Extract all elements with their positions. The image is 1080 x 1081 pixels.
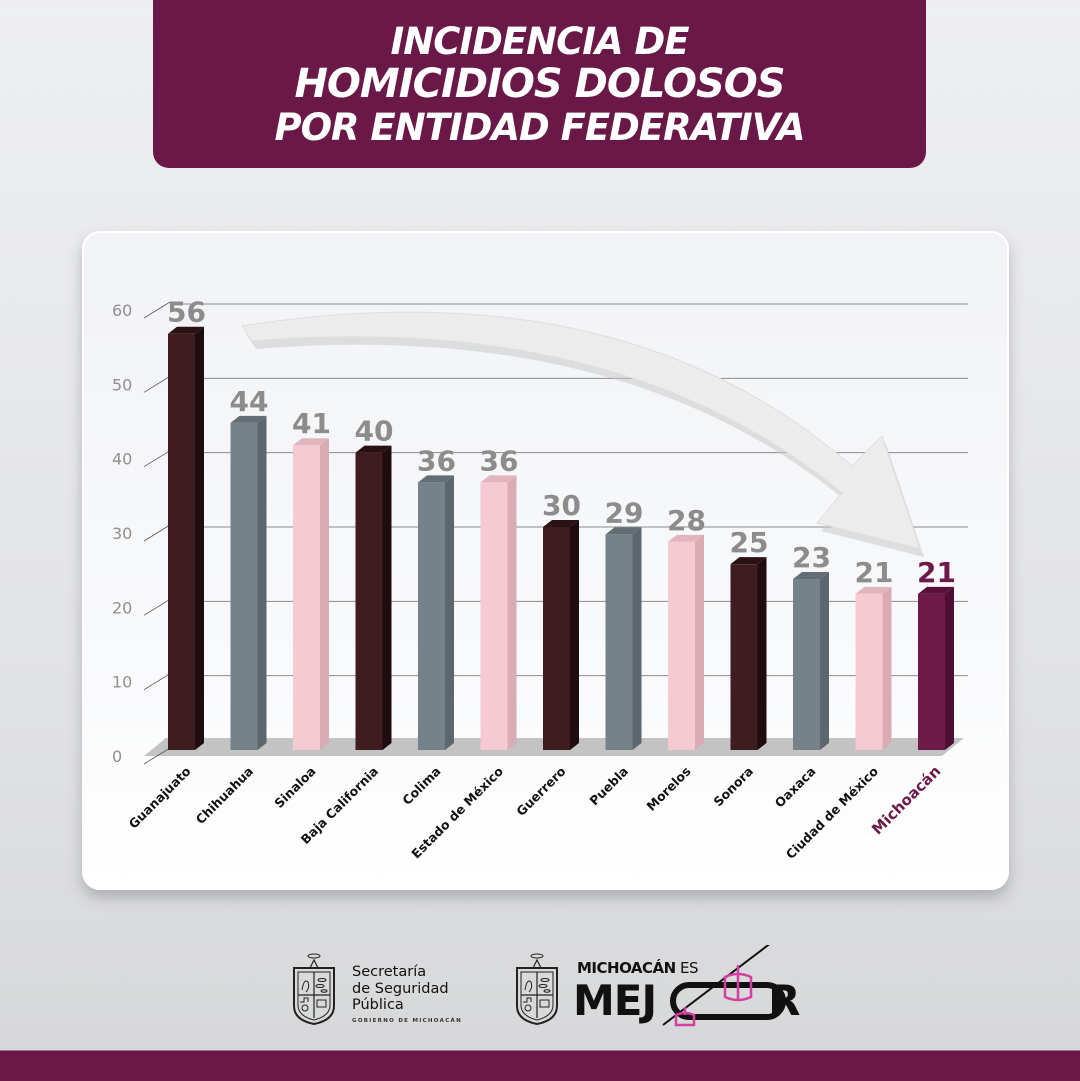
tick-mark [143, 598, 171, 616]
value-label: 36 [417, 444, 456, 477]
title-line-1: INCIDENCIA DE [390, 19, 689, 63]
tick-mark [143, 301, 171, 319]
title-line-2: HOMICIDIOS DOLOSOS [294, 60, 785, 107]
cable-car-icon [662, 945, 786, 1027]
bar-morelos: 28 Morelos [643, 504, 706, 814]
campaign-top-bold: MICHOACÁN [577, 959, 676, 977]
value-label: 40 [355, 415, 394, 448]
y-tick-label: 40 [112, 450, 132, 469]
tick-mark [143, 747, 171, 765]
category-label: Guerrero [513, 763, 569, 819]
bar-chart: 0 10 20 30 40 50 60 56 Guanajuato 44 Chihuahua 41 Si… [112, 296, 968, 862]
title-line-3: POR ENTIDAD FEDERATIVA [274, 105, 805, 149]
bar-oaxaca: 23 Oaxaca [772, 541, 831, 810]
y-tick-label: 10 [112, 673, 132, 692]
value-label: 44 [230, 385, 269, 418]
category-label: Sinaloa [271, 764, 318, 811]
sspm-line-1: Secretaría [352, 964, 427, 980]
bottom-brand-bar [0, 1050, 1080, 1081]
value-label: 30 [542, 489, 581, 522]
sspm-line-2: de Seguridad [352, 980, 449, 997]
title-banner: INCIDENCIA DE HOMICIDIOS DOLOSOS POR ENT… [153, 0, 926, 168]
coat-of-arms-icon [293, 953, 335, 1025]
tick-mark [143, 673, 171, 691]
category-label: Chihuahua [193, 764, 257, 828]
y-tick-label: 30 [112, 524, 132, 543]
value-label: 36 [480, 444, 519, 477]
category-label: Guanajuato [126, 763, 194, 831]
value-label: 21 [855, 556, 894, 589]
chart-card: 0 10 20 30 40 50 60 56 Guanajuato 44 Chihuahua 41 Si… [82, 231, 1009, 890]
value-label: 41 [292, 407, 331, 440]
campaign-top-text: MICHOACÁN ES [577, 959, 698, 977]
sspm-subtitle: GOBIERNO DE MICHOACÁN [352, 1018, 462, 1024]
trend-arrow-icon [241, 311, 924, 557]
value-label: 29 [605, 496, 644, 529]
category-label: Puebla [586, 764, 631, 809]
michoacan-es-mejor-logo: MICHOACÁN ES MEJ R [513, 945, 803, 1030]
category-label: Colima [399, 764, 443, 808]
tick-mark [143, 375, 171, 393]
value-label: 21 [917, 556, 956, 589]
category-label: Sonora [710, 764, 756, 810]
y-tick-label: 50 [112, 375, 132, 394]
tick-mark [143, 450, 171, 468]
value-label: 23 [792, 541, 831, 574]
value-label: 25 [730, 526, 769, 559]
bar-puebla: 29 Puebla [586, 496, 643, 808]
coat-of-arms-icon [516, 953, 558, 1025]
category-label: Morelos [643, 764, 693, 814]
bar-guerrero: 30 Guerrero [513, 489, 581, 819]
bar-sonora: 25 Sonora [710, 526, 768, 809]
sspm-logo: Secretaría de Seguridad Pública GOBIERNO… [290, 950, 490, 1030]
sspm-name: Secretaría de Seguridad Pública [352, 964, 449, 1014]
campaign-top-light: ES [675, 959, 699, 977]
y-tick-label: 20 [112, 598, 132, 617]
category-label: Oaxaca [772, 764, 819, 811]
y-tick-label: 60 [112, 301, 132, 320]
bar-chihuahua: 44 Chihuahua [193, 385, 269, 827]
value-label: 28 [667, 504, 706, 537]
campaign-big-start: MEJ [573, 976, 657, 1025]
tick-mark [143, 524, 171, 542]
footer-logos: Secretaría de Seguridad Pública GOBIERNO… [0, 945, 1080, 1030]
sspm-line-3: Pública [352, 997, 404, 1013]
value-label: 56 [167, 296, 206, 329]
y-tick-label: 0 [112, 747, 122, 766]
